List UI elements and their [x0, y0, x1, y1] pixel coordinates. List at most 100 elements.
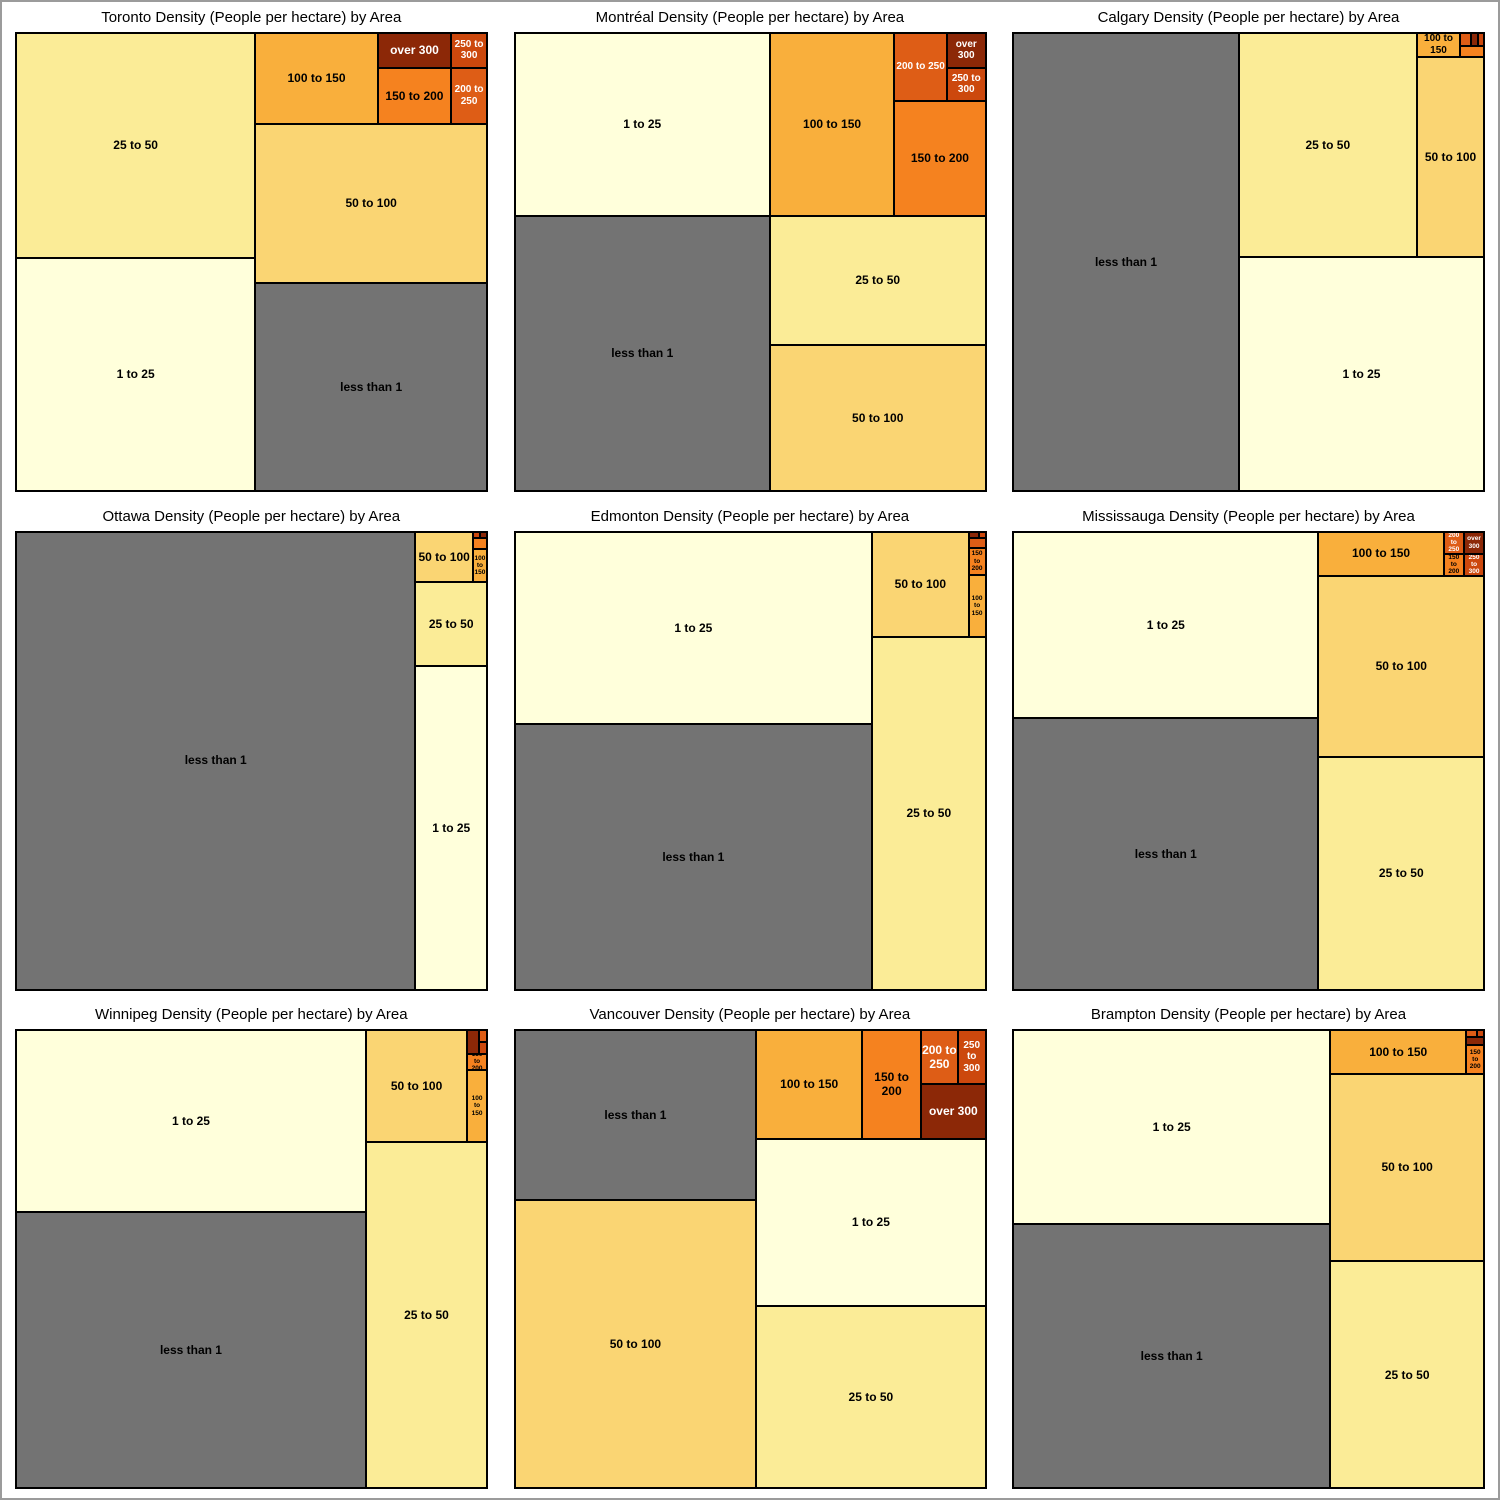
cell-label: 50 to 100 — [1375, 659, 1427, 674]
treemap-cell-100-to-150: 100 to 150 — [472, 548, 487, 582]
treemap-cell-50-to-100: 50 to 100 — [1416, 56, 1485, 258]
cell-label: 1 to 25 — [1152, 1120, 1191, 1135]
treemap-cell-150-to-200: 150 to 200 — [1466, 1045, 1485, 1074]
treemap-panel-winnipeg: Winnipeg Density (People per hectare) by… — [2, 999, 501, 1498]
cell-label: 1 to 25 — [1146, 617, 1185, 632]
cell-label: 1 to 25 — [432, 820, 471, 835]
treemap-cell-25-to-50: 25 to 50 — [769, 215, 986, 346]
cell-label: 100 to 150 — [474, 554, 486, 576]
treemap-cell-less-than-1: less than 1 — [514, 723, 873, 990]
treemap-cell-200-to-250 — [1460, 33, 1472, 46]
cell-label: less than 1 — [159, 1343, 222, 1358]
cell-label: less than 1 — [662, 849, 725, 864]
cell-label: 100 to 150 — [1369, 1044, 1428, 1059]
cell-label: less than 1 — [1094, 254, 1157, 269]
treemap-cell-50-to-100: 50 to 100 — [415, 531, 473, 582]
treemap-cell-150-to-200: 150 to 200 — [467, 1054, 487, 1070]
cell-label: less than 1 — [184, 753, 247, 768]
treemap-cell-1-to-25: 1 to 25 — [1013, 1030, 1331, 1225]
treemap-cell-250-to-300 — [1477, 1030, 1485, 1037]
cell-label: 100 to 150 — [971, 595, 983, 617]
treemap-cell-50-to-100: 50 to 100 — [365, 1030, 468, 1143]
treemap-cell-less-than-1: less than 1 — [1013, 33, 1239, 491]
treemap-cell-over-300 — [1466, 1036, 1485, 1046]
cell-label: less than 1 — [340, 379, 403, 394]
treemap-cell-25-to-50: 25 to 50 — [1318, 756, 1485, 990]
cell-label: 150 to 200 — [1469, 1048, 1481, 1071]
cell-label: less than 1 — [604, 1107, 667, 1122]
cell-label: 150 to 200 — [385, 88, 444, 103]
treemap-panel-mississauga: Mississauga Density (People per hectare)… — [999, 501, 1498, 1000]
cell-label: 1 to 25 — [623, 117, 662, 132]
treemap-panel-montr-al: Montréal Density (People per hectare) by… — [501, 2, 1000, 501]
treemap-cell-1-to-25: 1 to 25 — [514, 531, 873, 724]
cell-label: 250 to 300 — [963, 1039, 981, 1074]
cell-label: 50 to 100 — [1381, 1160, 1433, 1175]
treemap-cell-200-to-250: 200 to 250 — [894, 33, 947, 101]
panel-title: Calgary Density (People per hectare) by … — [1097, 9, 1400, 26]
cell-label: 100 to 150 — [1352, 546, 1411, 561]
panel-title: Ottawa Density (People per hectare) by A… — [102, 507, 401, 525]
treemap-cell-less-than-1: less than 1 — [255, 282, 487, 491]
treemap-plot: 1 to 25 less than 1 100 to 150 200 to 250 ov… — [1012, 530, 1486, 991]
treemap-cell-200-to-250 — [478, 1030, 487, 1043]
treemap-plot: 1 to 25 less than 1 100 to 150 200 to 250 ov… — [513, 32, 987, 492]
treemap-cell-150-to-200 — [1460, 45, 1485, 57]
cell-label: over 300 — [928, 1104, 978, 1119]
cell-label: 150 to 200 — [471, 1054, 483, 1070]
treemap-cell-over-300: over 300 — [1463, 531, 1485, 554]
treemap-panel-brampton: Brampton Density (People per hectare) by… — [999, 999, 1498, 1498]
treemap-cell-less-than-1: less than 1 — [514, 215, 770, 491]
cell-label: less than 1 — [611, 346, 674, 361]
treemap-cell-250-to-300 — [1478, 33, 1485, 46]
cell-label: 50 to 100 — [345, 195, 397, 210]
panel-title: Toronto Density (People per hectare) by … — [101, 9, 402, 26]
treemap-cell-100-to-150: 100 to 150 — [1318, 531, 1444, 576]
panel-title: Brampton Density (People per hectare) by… — [1090, 1006, 1407, 1024]
treemap-cell-250-to-300: 250 to 300 — [957, 1030, 986, 1085]
treemap-cell-100-to-150: 100 to 150 — [769, 33, 895, 216]
treemap-cell-100-to-150: 100 to 150 — [1416, 33, 1461, 57]
treemap-cell-150-to-200: 150 to 200 — [894, 100, 986, 216]
treemap-cell-200-to-250: 200 to 250 — [1443, 531, 1464, 554]
cell-label: 200 to 250 — [896, 61, 945, 73]
cell-label: 200 to 250 — [922, 1042, 957, 1072]
treemap-cell-100-to-150: 100 to 150 — [968, 574, 986, 638]
cell-label: over 300 — [1467, 535, 1481, 550]
cell-label: 25 to 50 — [1384, 1367, 1430, 1382]
treemap-cell-less-than-1: less than 1 — [514, 1030, 757, 1200]
cell-label: 150 to 200 — [1448, 553, 1460, 576]
cell-label: 200 to 250 — [454, 84, 484, 107]
treemap-cell-50-to-100: 50 to 100 — [255, 123, 487, 283]
treemap-plot: less than 1 25 to 50 100 to 150 50 to 100 1 … — [1012, 32, 1486, 492]
cell-label: 100 to 150 — [780, 1077, 839, 1092]
treemap-cell-150-to-200: 150 to 200 — [377, 67, 452, 124]
cell-label: 100 to 150 — [287, 71, 346, 86]
treemap-cell-250-to-300 — [978, 531, 986, 538]
treemap-cell-1-to-25: 1 to 25 — [16, 1030, 366, 1213]
treemap-cell-200-to-250 — [1466, 1030, 1478, 1037]
panel-title: Winnipeg Density (People per hectare) by… — [94, 1006, 408, 1024]
cell-label: 250 to 300 — [1468, 553, 1480, 576]
treemap-cell-200-to-250: 200 to 250 — [451, 67, 487, 124]
treemap-cell-1-to-25: 1 to 25 — [415, 666, 487, 990]
cell-label: 150 to 200 — [910, 151, 969, 166]
cell-label: 50 to 100 — [609, 1336, 662, 1351]
cell-label: 25 to 50 — [848, 1389, 894, 1404]
treemap-cell-less-than-1: less than 1 — [16, 531, 416, 990]
treemap-cell-1-to-25: 1 to 25 — [514, 33, 770, 216]
cell-label: 25 to 50 — [404, 1308, 449, 1323]
treemap-plot: 25 to 50 1 to 25 100 to 150 over 300 250 to … — [15, 32, 488, 492]
treemap-cell-50-to-100: 50 to 100 — [1318, 575, 1485, 757]
cell-label: 50 to 100 — [390, 1079, 443, 1094]
treemap-cell-over-300: over 300 — [946, 33, 986, 68]
treemap-cell-over-300 — [968, 531, 979, 538]
treemap-cell-less-than-1: less than 1 — [1013, 1224, 1331, 1489]
treemap-panel-ottawa: Ottawa Density (People per hectare) by A… — [2, 501, 501, 1000]
treemap-cell-50-to-100: 50 to 100 — [1330, 1073, 1485, 1262]
treemap-cell-25-to-50: 25 to 50 — [756, 1305, 986, 1489]
cell-label: 25 to 50 — [855, 273, 901, 288]
treemap-cell-100-to-150: 100 to 150 — [467, 1069, 487, 1143]
panel-title: Vancouver Density (People per hectare) b… — [589, 1006, 911, 1024]
